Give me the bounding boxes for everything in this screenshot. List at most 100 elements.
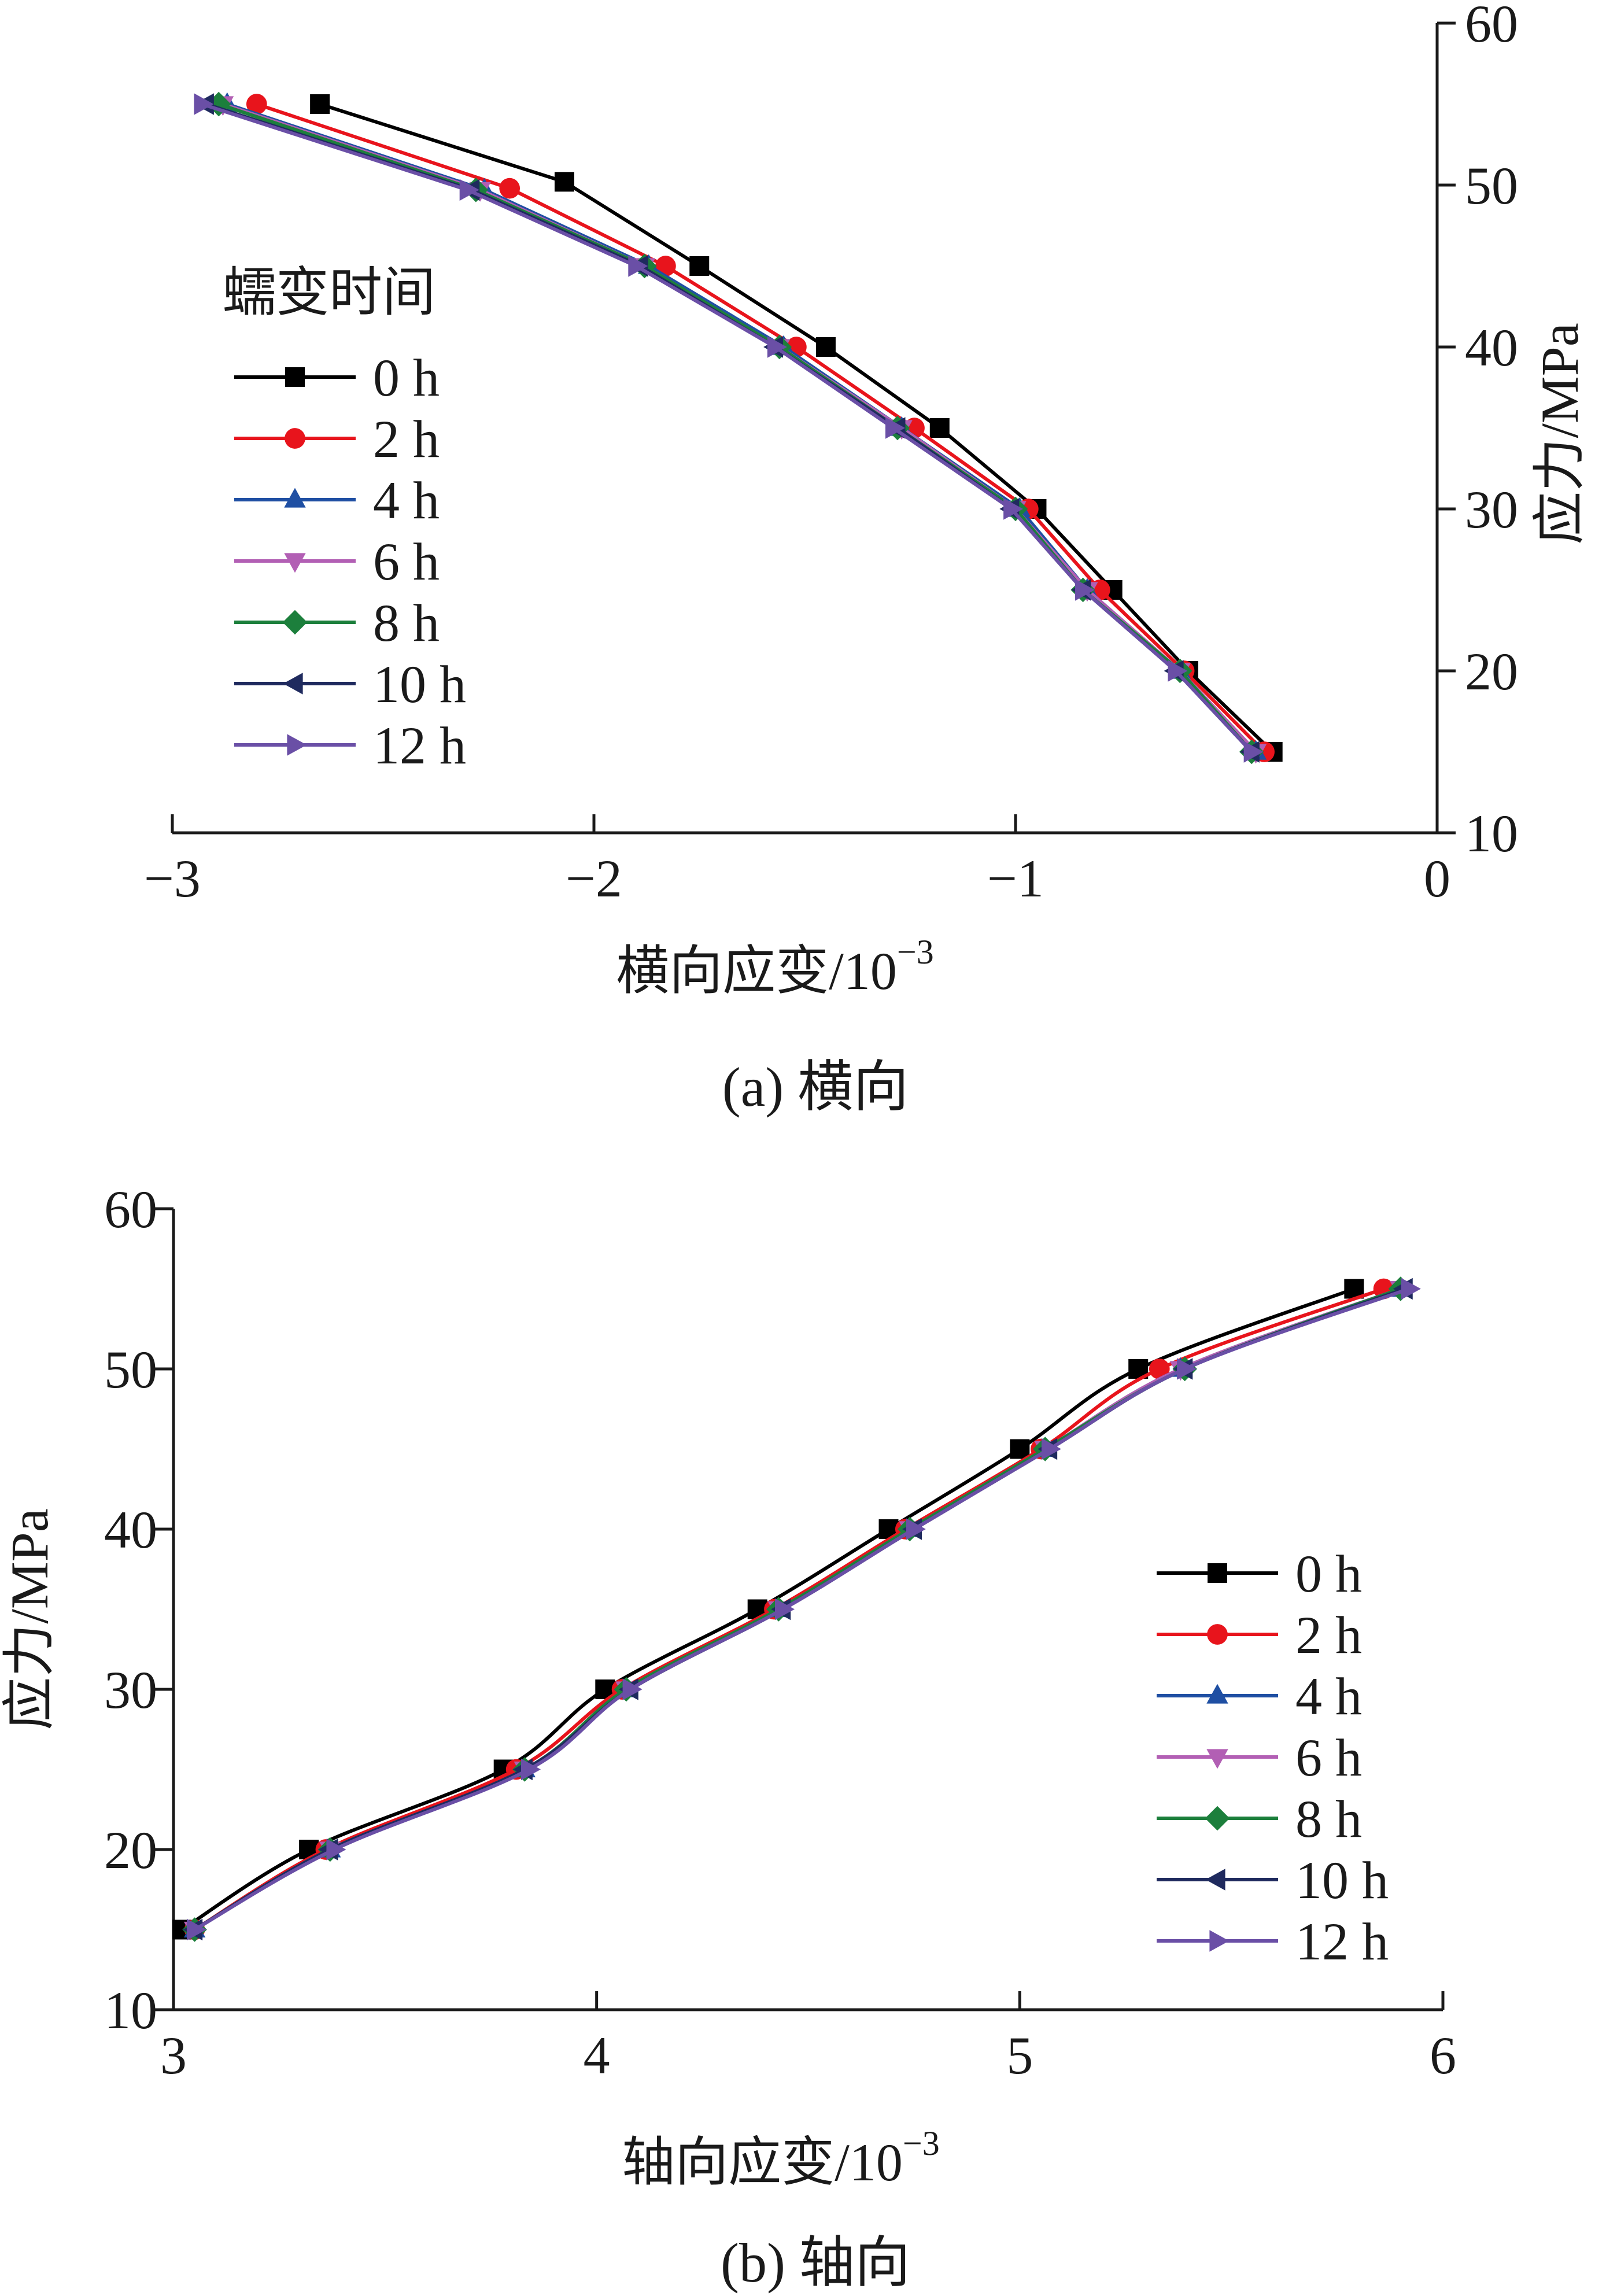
panel-b-data-point-12h bbox=[186, 1918, 206, 1941]
panel-b-data-point-0h bbox=[1010, 1439, 1030, 1459]
panel-a-x-tick-label: −1 bbox=[987, 849, 1044, 908]
panel-b-data-point-12h bbox=[906, 1518, 926, 1540]
panel-b-y-axis-label: 应力/MPa bbox=[0, 1508, 59, 1730]
panel-b-data-point-12h bbox=[1401, 1278, 1421, 1300]
panel-a-data-point-2h bbox=[246, 94, 267, 115]
panel-b-axes: 3 4 5 6 10 20 30 40 50 60 bbox=[104, 1180, 1456, 2085]
panel-b-legend-item-0h: 0 h bbox=[1157, 1544, 1362, 1603]
panel-a-caption: (a) 横向 bbox=[722, 1056, 909, 1118]
panel-b-x-tick-label: 6 bbox=[1430, 2026, 1456, 2085]
panel-b-x-tick-label: 3 bbox=[160, 2026, 187, 2085]
panel-b-series-10h bbox=[183, 1278, 1413, 1941]
panel-b-series-8h bbox=[182, 1276, 1413, 1942]
panel-b-legend-item-4h: 4 h bbox=[1157, 1667, 1362, 1726]
panel-a-data-point-0h bbox=[929, 418, 950, 438]
panel-a-legend-item-12h: 12 h bbox=[234, 716, 466, 775]
panel-a-series-line-12h bbox=[201, 102, 1253, 754]
panel-a-legend-marker bbox=[282, 610, 308, 635]
panel-a-series-12h bbox=[194, 93, 1264, 763]
panel-a-legend-item-8h: 8 h bbox=[234, 593, 440, 652]
panel-b-series-4h bbox=[183, 1277, 1412, 1938]
panel-a-y-axis-label: 应力/MPa bbox=[1530, 323, 1589, 544]
panel-b-series bbox=[172, 1276, 1421, 1942]
panel-b-series-6h bbox=[183, 1280, 1412, 1941]
panel-b-caption: (b) 轴向 bbox=[721, 2232, 910, 2294]
panel-a-data-point-12h bbox=[1243, 741, 1264, 763]
panel-a-legend-marker bbox=[287, 734, 307, 756]
panel-a-series-line-10h bbox=[205, 102, 1253, 754]
panel-a-legend-item-2h: 2 h bbox=[234, 409, 440, 468]
panel-a-x-axis-label: 横向应变/10−3 bbox=[616, 933, 933, 1001]
panel-a-data-point-12h bbox=[1003, 498, 1024, 520]
panel-a-legend-label: 0 h bbox=[373, 348, 440, 407]
panel-b-y-tick-label: 30 bbox=[104, 1660, 157, 1719]
panel-a-data-point-12h bbox=[628, 255, 648, 277]
panel-a-data-point-12h bbox=[459, 179, 479, 201]
panel-b-legend-marker bbox=[1207, 1624, 1228, 1645]
panel-b-data-point-12h bbox=[622, 1678, 643, 1700]
panel-b-y-tick-label: 50 bbox=[104, 1340, 157, 1399]
panel-b-legend-label: 8 h bbox=[1295, 1789, 1362, 1848]
panel-a-y-tick-label: 10 bbox=[1465, 804, 1518, 863]
panel-b-legend-label: 2 h bbox=[1295, 1605, 1362, 1664]
panel-a-legend-label: 10 h bbox=[373, 655, 466, 714]
panel-a-legend-label: 2 h bbox=[373, 409, 440, 468]
panel-a-data-point-0h bbox=[689, 256, 710, 276]
panel-b-legend-marker bbox=[1209, 1930, 1230, 1952]
panel-b-legend-marker bbox=[1206, 1749, 1228, 1769]
panel-a-series-8h bbox=[206, 91, 1264, 765]
panel-b-data-point-12h bbox=[326, 1839, 346, 1861]
panel-a-legend-marker bbox=[285, 428, 305, 449]
panel-a-legend-item-6h: 6 h bbox=[234, 532, 440, 591]
panel-a-data-point-12h bbox=[194, 93, 214, 115]
panel-b-data-point-0h bbox=[1128, 1359, 1149, 1379]
panel-b-legend-item-12h: 12 h bbox=[1157, 1912, 1389, 1971]
panel-b-axial: 3 4 5 6 10 20 30 40 50 60 0 h2 h4 h6 h8 h10 h12 h… bbox=[0, 1180, 1456, 2294]
panel-a-data-point-0h bbox=[554, 172, 574, 192]
panel-b-legend-marker bbox=[1206, 1684, 1228, 1704]
panel-a-legend-label: 4 h bbox=[373, 471, 440, 530]
panel-b-legend-item-6h: 6 h bbox=[1157, 1728, 1362, 1787]
panel-b-series-line-10h bbox=[194, 1287, 1406, 1932]
panel-b-y-tick-label: 40 bbox=[104, 1500, 157, 1559]
panel-b-legend-label: 4 h bbox=[1295, 1667, 1362, 1726]
panel-b-legend-label: 6 h bbox=[1295, 1728, 1362, 1787]
panel-b-x-tick-label: 5 bbox=[1006, 2026, 1033, 2085]
panel-a-legend-marker bbox=[284, 553, 306, 573]
panel-a-x-tick-label: −3 bbox=[144, 849, 201, 908]
panel-a-x-tick-label: −2 bbox=[566, 849, 622, 908]
panel-a-legend-marker bbox=[283, 673, 303, 695]
panel-b-data-point-0h bbox=[595, 1679, 615, 1699]
panel-a-legend-item-4h: 4 h bbox=[234, 471, 440, 530]
panel-b-data-point-0h bbox=[878, 1519, 899, 1539]
panel-a-legend: 蠕变时间 0 h2 h4 h6 h8 h10 h12 h bbox=[223, 263, 466, 775]
panel-a-legend-marker bbox=[285, 367, 305, 387]
panel-b-series-0h bbox=[172, 1279, 1364, 1940]
panel-b-data-point-12h bbox=[775, 1598, 795, 1621]
panel-a-data-point-12h bbox=[1168, 660, 1188, 682]
panel-a-axes: −3 −2 −1 0 10 20 30 40 50 60 bbox=[144, 0, 1518, 908]
panel-b-legend-label: 12 h bbox=[1295, 1912, 1389, 1971]
panel-a-series-6h bbox=[212, 96, 1267, 764]
panel-a-y-tick-label: 30 bbox=[1465, 480, 1518, 539]
panel-a-y-tick-label: 60 bbox=[1465, 0, 1518, 53]
panel-b-data-point-12h bbox=[521, 1758, 541, 1781]
panel-a-data-point-12h bbox=[1075, 579, 1095, 601]
panel-a-legend-label: 12 h bbox=[373, 716, 466, 775]
panel-a-legend-item-10h: 10 h bbox=[234, 655, 466, 714]
panel-b-data-point-12h bbox=[1177, 1358, 1197, 1380]
panel-a-legend-item-0h: 0 h bbox=[234, 348, 440, 407]
panel-a-data-point-2h bbox=[499, 178, 520, 199]
panel-a-data-point-0h bbox=[815, 337, 836, 357]
panel-b-legend: 0 h2 h4 h6 h8 h10 h12 h bbox=[1157, 1544, 1389, 1971]
panel-b-legend-label: 10 h bbox=[1295, 1851, 1389, 1910]
panel-a-series bbox=[194, 91, 1283, 765]
panel-b-y-tick-label: 20 bbox=[104, 1821, 157, 1880]
panel-b-x-axis-label: 轴向应变/10−3 bbox=[622, 2124, 939, 2192]
panel-b-data-point-0h bbox=[1344, 1279, 1364, 1299]
panel-a-y-tick-label: 20 bbox=[1465, 642, 1518, 701]
panel-a-y-tick-label: 40 bbox=[1465, 318, 1518, 377]
panel-b-y-tick-label: 10 bbox=[104, 1981, 157, 2040]
